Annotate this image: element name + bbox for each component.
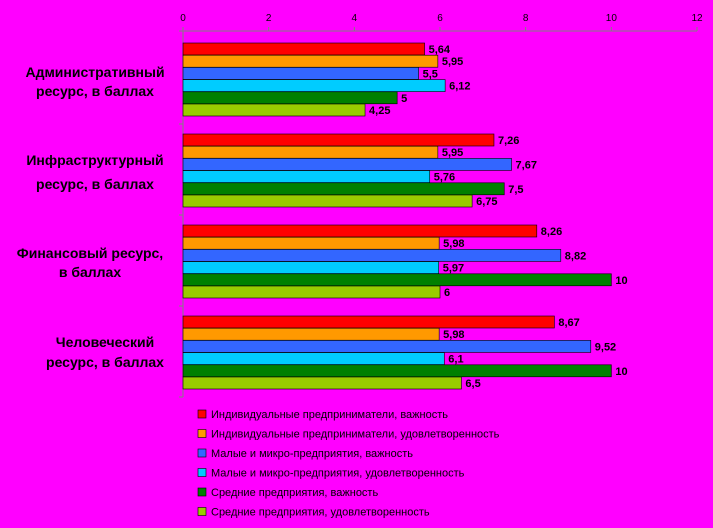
category-label: Инфраструктурный	[26, 152, 163, 168]
bar	[182, 67, 419, 80]
legend-swatch	[197, 487, 207, 497]
x-tick-label: 4	[352, 13, 358, 24]
data-label: 7,67	[516, 159, 537, 171]
data-label: 7,5	[508, 184, 523, 196]
bar	[182, 273, 612, 287]
data-label: 5	[401, 93, 407, 105]
data-label: 5,76	[434, 172, 455, 184]
data-label: 10	[615, 366, 627, 378]
data-label: 7,26	[498, 135, 519, 147]
bar	[182, 327, 440, 341]
bar	[182, 236, 440, 250]
data-label: 6,75	[476, 196, 497, 208]
x-tick-label: 0	[180, 13, 186, 24]
bar	[182, 285, 441, 299]
category-label: ресурс, в баллах	[46, 354, 164, 370]
bar	[182, 340, 592, 353]
legend-swatch	[197, 507, 207, 516]
bar	[182, 315, 555, 329]
legend-swatch	[197, 429, 207, 438]
bar	[182, 79, 446, 92]
bar	[182, 103, 366, 117]
legend-entry: Средние предприятия, важность	[211, 487, 378, 499]
bar	[182, 145, 439, 159]
bar	[182, 42, 425, 56]
data-label: 6	[444, 287, 450, 299]
x-tick-label: 8	[523, 13, 529, 24]
data-label: 8,26	[541, 226, 562, 238]
data-label: 5,98	[443, 238, 464, 250]
data-label: 5,98	[443, 329, 464, 341]
bar	[182, 364, 612, 378]
data-label: 8,82	[565, 250, 586, 262]
category-label: в баллах	[59, 264, 122, 280]
category-label: ресурс, в баллах	[36, 176, 154, 192]
bar	[182, 182, 505, 196]
data-label: 9,52	[595, 341, 616, 353]
data-label: 5,5	[423, 68, 438, 80]
data-label: 5,95	[442, 56, 463, 68]
legend-swatch	[197, 448, 207, 458]
bar	[182, 194, 473, 208]
data-label: 6,1	[448, 354, 463, 366]
data-label: 6,12	[449, 81, 470, 93]
data-labels: 5,645,955,56,1254,257,265,957,675,767,56…	[369, 44, 628, 390]
legend-entry: Индивидуальные предприниматели, удовлетв…	[211, 429, 500, 441]
category-label: Человеческий	[56, 334, 154, 350]
bar	[182, 158, 512, 171]
bar	[182, 91, 398, 105]
x-tick-label: 6	[437, 13, 443, 24]
data-label: 4,25	[369, 105, 390, 117]
data-label: 5,64	[429, 44, 451, 56]
data-label: 5,95	[442, 147, 463, 159]
bar	[182, 352, 445, 365]
bar	[182, 133, 495, 147]
data-label: 8,67	[558, 317, 579, 329]
bar	[182, 54, 439, 68]
legend-swatch	[197, 409, 207, 419]
bar	[182, 224, 538, 238]
x-tick-label: 12	[691, 13, 703, 24]
legend-entry: Малые и микро-предприятия, важность	[211, 448, 413, 460]
category-label: ресурс, в баллах	[36, 83, 154, 99]
bars	[182, 42, 612, 390]
data-label: 6,5	[465, 378, 480, 390]
legend-entry: Малые и микро-предприятия, удовлетворенн…	[211, 468, 465, 480]
bar	[182, 261, 440, 274]
data-label: 5,97	[443, 263, 464, 275]
category-label: Административный	[25, 64, 164, 80]
x-tick-label: 2	[266, 13, 272, 24]
data-label: 10	[615, 275, 627, 287]
legend-entry: Индивидуальные предприниматели, важность	[211, 409, 448, 421]
bar	[182, 249, 562, 262]
category-labels: Административный ресурс, в баллах Инфрастр…	[17, 64, 165, 370]
legend-entry: Средние предприятия, удовлетворенность	[211, 507, 430, 519]
bar	[182, 376, 462, 390]
bar	[182, 170, 431, 183]
legend: Индивидуальные предприниматели, важность…	[197, 409, 500, 519]
category-label: Финансовый ресурс,	[17, 245, 163, 261]
x-tick-label: 10	[606, 13, 618, 24]
legend-swatch	[197, 468, 207, 477]
